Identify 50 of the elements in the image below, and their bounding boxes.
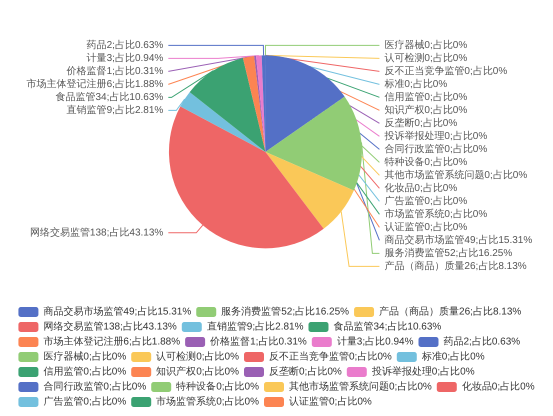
- category-label: 其他市场监管系统问题0;占比0%: [384, 170, 528, 181]
- category-label: 广告监管0;占比0%: [384, 196, 468, 207]
- legend-label: 计量3;占比0.94%: [336, 336, 414, 348]
- slice-label: 食品监管34;占比10.63%: [55, 90, 164, 103]
- slice-label: 产品（商品）质量26;占比8.13%: [384, 260, 527, 272]
- category-label: 市场监管系统0;占比0%: [384, 208, 488, 220]
- category-label: 反垄断0;占比0%: [384, 118, 458, 129]
- legend-label: 认可检测0;占比0%: [156, 350, 240, 362]
- legend-label: 医疗器械0;占比0%: [43, 350, 126, 362]
- category-label: 知识产权0;占比0%: [384, 104, 468, 116]
- legend-label: 化妆品0;占比0%: [462, 380, 535, 392]
- legend-label: 特种设备0;占比0%: [176, 380, 260, 392]
- legend-label: 服务消费监管52;占比16.25%: [221, 306, 350, 318]
- legend-label: 认证监管0;占比0%: [289, 396, 372, 408]
- slice-label: 商品交易市场监管49;占比15.31%: [384, 234, 532, 246]
- category-label: 合同行政监管0;占比0%: [384, 144, 488, 155]
- legend-label: 广告监管0;占比0%: [43, 396, 126, 408]
- category-label: 标准0;占比0%: [384, 78, 448, 90]
- legend-label: 产品（商品）质量26;占比8.13%: [379, 306, 522, 318]
- slice-label: 服务消费监管52;占比16.25%: [384, 246, 512, 259]
- slice-label: 直销监管9;占比2.81%: [66, 104, 164, 116]
- legend-label: 其他市场监管系统问题0;占比0%: [289, 380, 432, 392]
- legend-label: 价格监督1;占比0.31%: [209, 336, 307, 348]
- legend-label: 信用监管0;占比0%: [43, 366, 126, 378]
- category-label: 反不正当竞争监管0;占比0%: [384, 66, 508, 77]
- category-label: 信用监管0;占比0%: [384, 92, 468, 103]
- legend-label: 市场主体登记注册6;占比1.88%: [43, 336, 180, 348]
- slice-label: 药品2;占比0.63%: [86, 38, 164, 51]
- category-label: 医疗器械0;占比0%: [384, 40, 468, 51]
- legend-label: 直销监管9;占比2.81%: [206, 320, 304, 332]
- legend-label: 商品交易市场监管49;占比15.31%: [43, 306, 192, 318]
- legend-label: 市场监管系统0;占比0%: [156, 396, 260, 408]
- legend-label: 网络交易监管138;占比43.13%: [43, 320, 177, 332]
- category-label: 特种设备0;占比0%: [384, 156, 468, 168]
- legend-label: 反不正当竞争监管0;占比0%: [269, 350, 392, 362]
- slice-label: 市场主体登记注册6;占比1.88%: [26, 78, 164, 90]
- slice-label: 计量3;占比0.94%: [86, 52, 164, 64]
- category-label: 认证监管0;占比0%: [384, 222, 468, 233]
- legend-label: 药品2;占比0.63%: [443, 336, 520, 348]
- category-label: 化妆品0;占比0%: [384, 182, 458, 194]
- slice-label: 网络交易监管138;占比43.13%: [30, 226, 164, 238]
- legend-label: 反垄断0;占比0%: [269, 366, 342, 378]
- category-label: 认可检测0;占比0%: [384, 52, 468, 64]
- legend-label: 标准0;占比0%: [420, 350, 485, 362]
- legend-label: 知识产权0;占比0%: [156, 366, 240, 378]
- legend-label: 合同行政监管0;占比0%: [43, 380, 146, 392]
- slice-label: 价格监督1;占比0.31%: [66, 64, 164, 77]
- legend-label: 投诉举报处理0;占比0%: [370, 366, 475, 378]
- legend-label: 食品监管34;占比10.63%: [333, 320, 442, 332]
- category-label: 投诉举报处理0;占比0%: [384, 130, 488, 142]
